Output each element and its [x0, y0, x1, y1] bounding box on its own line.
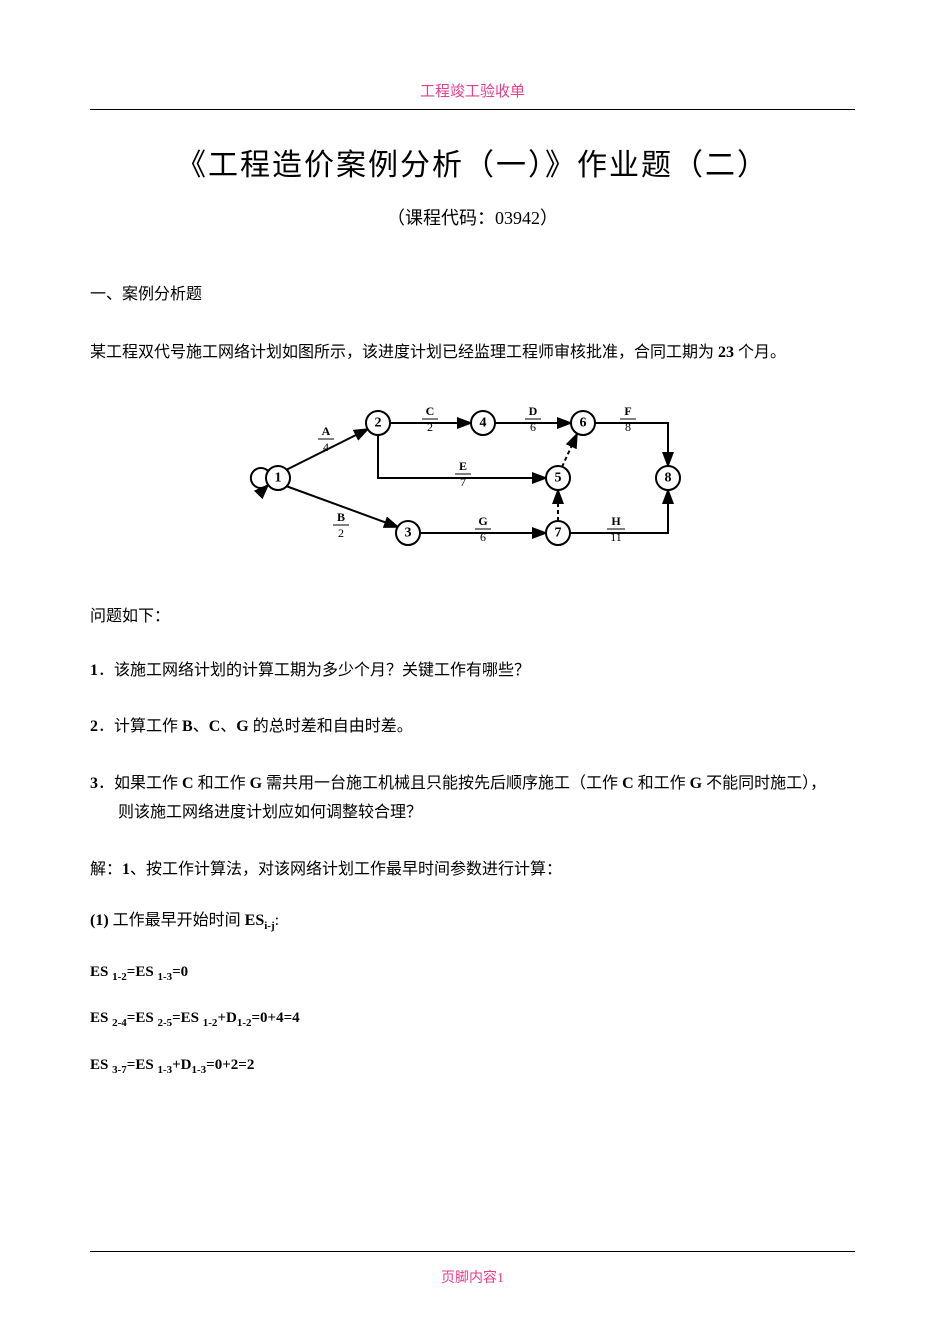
svg-text:H: H [611, 514, 621, 528]
footer-divider [90, 1251, 855, 1252]
page-subtitle: （课程代码：03942） [90, 204, 855, 230]
svg-text:6: 6 [530, 420, 536, 434]
q3-l1-mid3: 和工作 [634, 775, 690, 792]
q2-b3: G [236, 718, 248, 735]
svg-text:11: 11 [610, 530, 622, 544]
page-title: 《工程造价案例分析（一）》作业题（二） [90, 140, 855, 184]
svg-text:4: 4 [323, 440, 329, 454]
solution-step1: (1) 工作最早开始时间 ESi-j: [90, 907, 855, 937]
section-heading: 一、案例分析题 [90, 280, 855, 304]
sol-text: 、按工作计算法，对该网络计划工作最早时间参数进行计算： [130, 861, 562, 878]
svg-text:B: B [336, 510, 344, 524]
svg-text:6: 6 [480, 530, 486, 544]
svg-text:5: 5 [554, 470, 561, 485]
svg-text:7: 7 [554, 525, 561, 540]
question-list: 1．该施工网络计划的计算工期为多少个月？关键工作有哪些？ 2．计算工作 B、C、… [90, 657, 855, 828]
q2-suffix: 的总时差和自由时差。 [249, 718, 413, 735]
q3-l1-mid2: 需共用一台施工机械且只能按先后顺序施工（工作 [262, 775, 622, 792]
step1-text: 工作最早开始时间 [109, 912, 245, 929]
svg-text:3: 3 [404, 525, 411, 540]
q2-b2: C [209, 718, 221, 735]
svg-text:F: F [624, 404, 631, 418]
q2-b1: B [182, 718, 193, 735]
svg-text:6: 6 [579, 415, 586, 430]
formula-1: ES 1-2=ES 1-3=0 [90, 959, 855, 988]
q2-sep2: 、 [220, 718, 236, 735]
step1-suffix: : [275, 912, 279, 929]
formula-3: ES 3-7=ES 1-3+D1-3=0+2=2 [90, 1052, 855, 1081]
svg-text:8: 8 [664, 470, 671, 485]
svg-text:7: 7 [460, 475, 466, 489]
svg-text:8: 8 [625, 420, 631, 434]
q3-num: 3 [90, 775, 98, 792]
solution-intro: 解：1、按工作计算法，对该网络计划工作最早时间参数进行计算： [90, 856, 855, 885]
question-2: 2．计算工作 B、C、G 的总时差和自由时差。 [90, 713, 855, 742]
footer-text: 页脚内容1 [441, 1271, 504, 1286]
q3-c1: C [182, 775, 194, 792]
step1-num: (1) [90, 912, 109, 929]
sol-num: 1 [122, 861, 130, 878]
intro-paragraph: 某工程双代号施工网络计划如图所示，该进度计划已经监理工程师审核批准，合同工期为 … [90, 339, 855, 368]
header-divider [90, 109, 855, 110]
q3-g1: G [250, 775, 262, 792]
intro-suffix: 个月。 [734, 344, 786, 361]
svg-text:A: A [321, 424, 330, 438]
q2-sep1: 、 [193, 718, 209, 735]
svg-text:C: C [425, 404, 434, 418]
q3-c2: C [622, 775, 634, 792]
svg-text:2: 2 [374, 415, 381, 430]
solution: 解：1、按工作计算法，对该网络计划工作最早时间参数进行计算： (1) 工作最早开… [90, 856, 855, 1081]
svg-text:1: 1 [274, 470, 281, 485]
q2-prefix: ．计算工作 [98, 718, 182, 735]
q3-line2: 则该施工网络进度计划应如何调整较合理？ [90, 799, 855, 828]
formula-2: ES 2-4=ES 2-5=ES 1-2+D1-2=0+4=4 [90, 1005, 855, 1034]
question-3: 3．如果工作 C 和工作 G 需共用一台施工机械且只能按先后顺序施工（工作 C … [90, 770, 855, 828]
svg-text:E: E [458, 459, 466, 473]
step1-formula: ES [245, 912, 265, 929]
svg-text:D: D [528, 404, 537, 418]
q3-g2: G [690, 775, 702, 792]
sol-prefix: 解： [90, 861, 122, 878]
q3-l1-suffix: 不能同时施工）， [702, 775, 826, 792]
question-1: 1．该施工网络计划的计算工期为多少个月？关键工作有哪些？ [90, 657, 855, 686]
header-text: 工程竣工验收单 [420, 84, 525, 100]
diagram-container: A 4 B 2 C 2 D 6 E 7 G 6 F 8 H [90, 393, 855, 563]
intro-prefix: 某工程双代号施工网络计划如图所示，该进度计划已经监理工程师审核批准，合同工期为 [90, 344, 718, 361]
page-header: 工程竣工验收单 [90, 80, 855, 101]
svg-text:2: 2 [338, 526, 344, 540]
svg-text:4: 4 [479, 415, 486, 430]
network-diagram: A 4 B 2 C 2 D 6 E 7 G 6 F 8 H [248, 393, 698, 563]
questions-heading: 问题如下： [90, 603, 855, 632]
q3-l1-mid: 和工作 [194, 775, 250, 792]
page-footer: 页脚内容1 [0, 1251, 945, 1287]
q2-num: 2 [90, 718, 98, 735]
q3-l1-prefix: ．如果工作 [98, 775, 182, 792]
q1-num: 1 [90, 662, 98, 679]
q1-text: ．该施工网络计划的计算工期为多少个月？关键工作有哪些？ [98, 662, 530, 679]
intro-bold-value: 23 [718, 344, 734, 361]
svg-text:2: 2 [427, 420, 433, 434]
svg-text:G: G [478, 514, 487, 528]
step1-sub: i-j [264, 920, 274, 932]
